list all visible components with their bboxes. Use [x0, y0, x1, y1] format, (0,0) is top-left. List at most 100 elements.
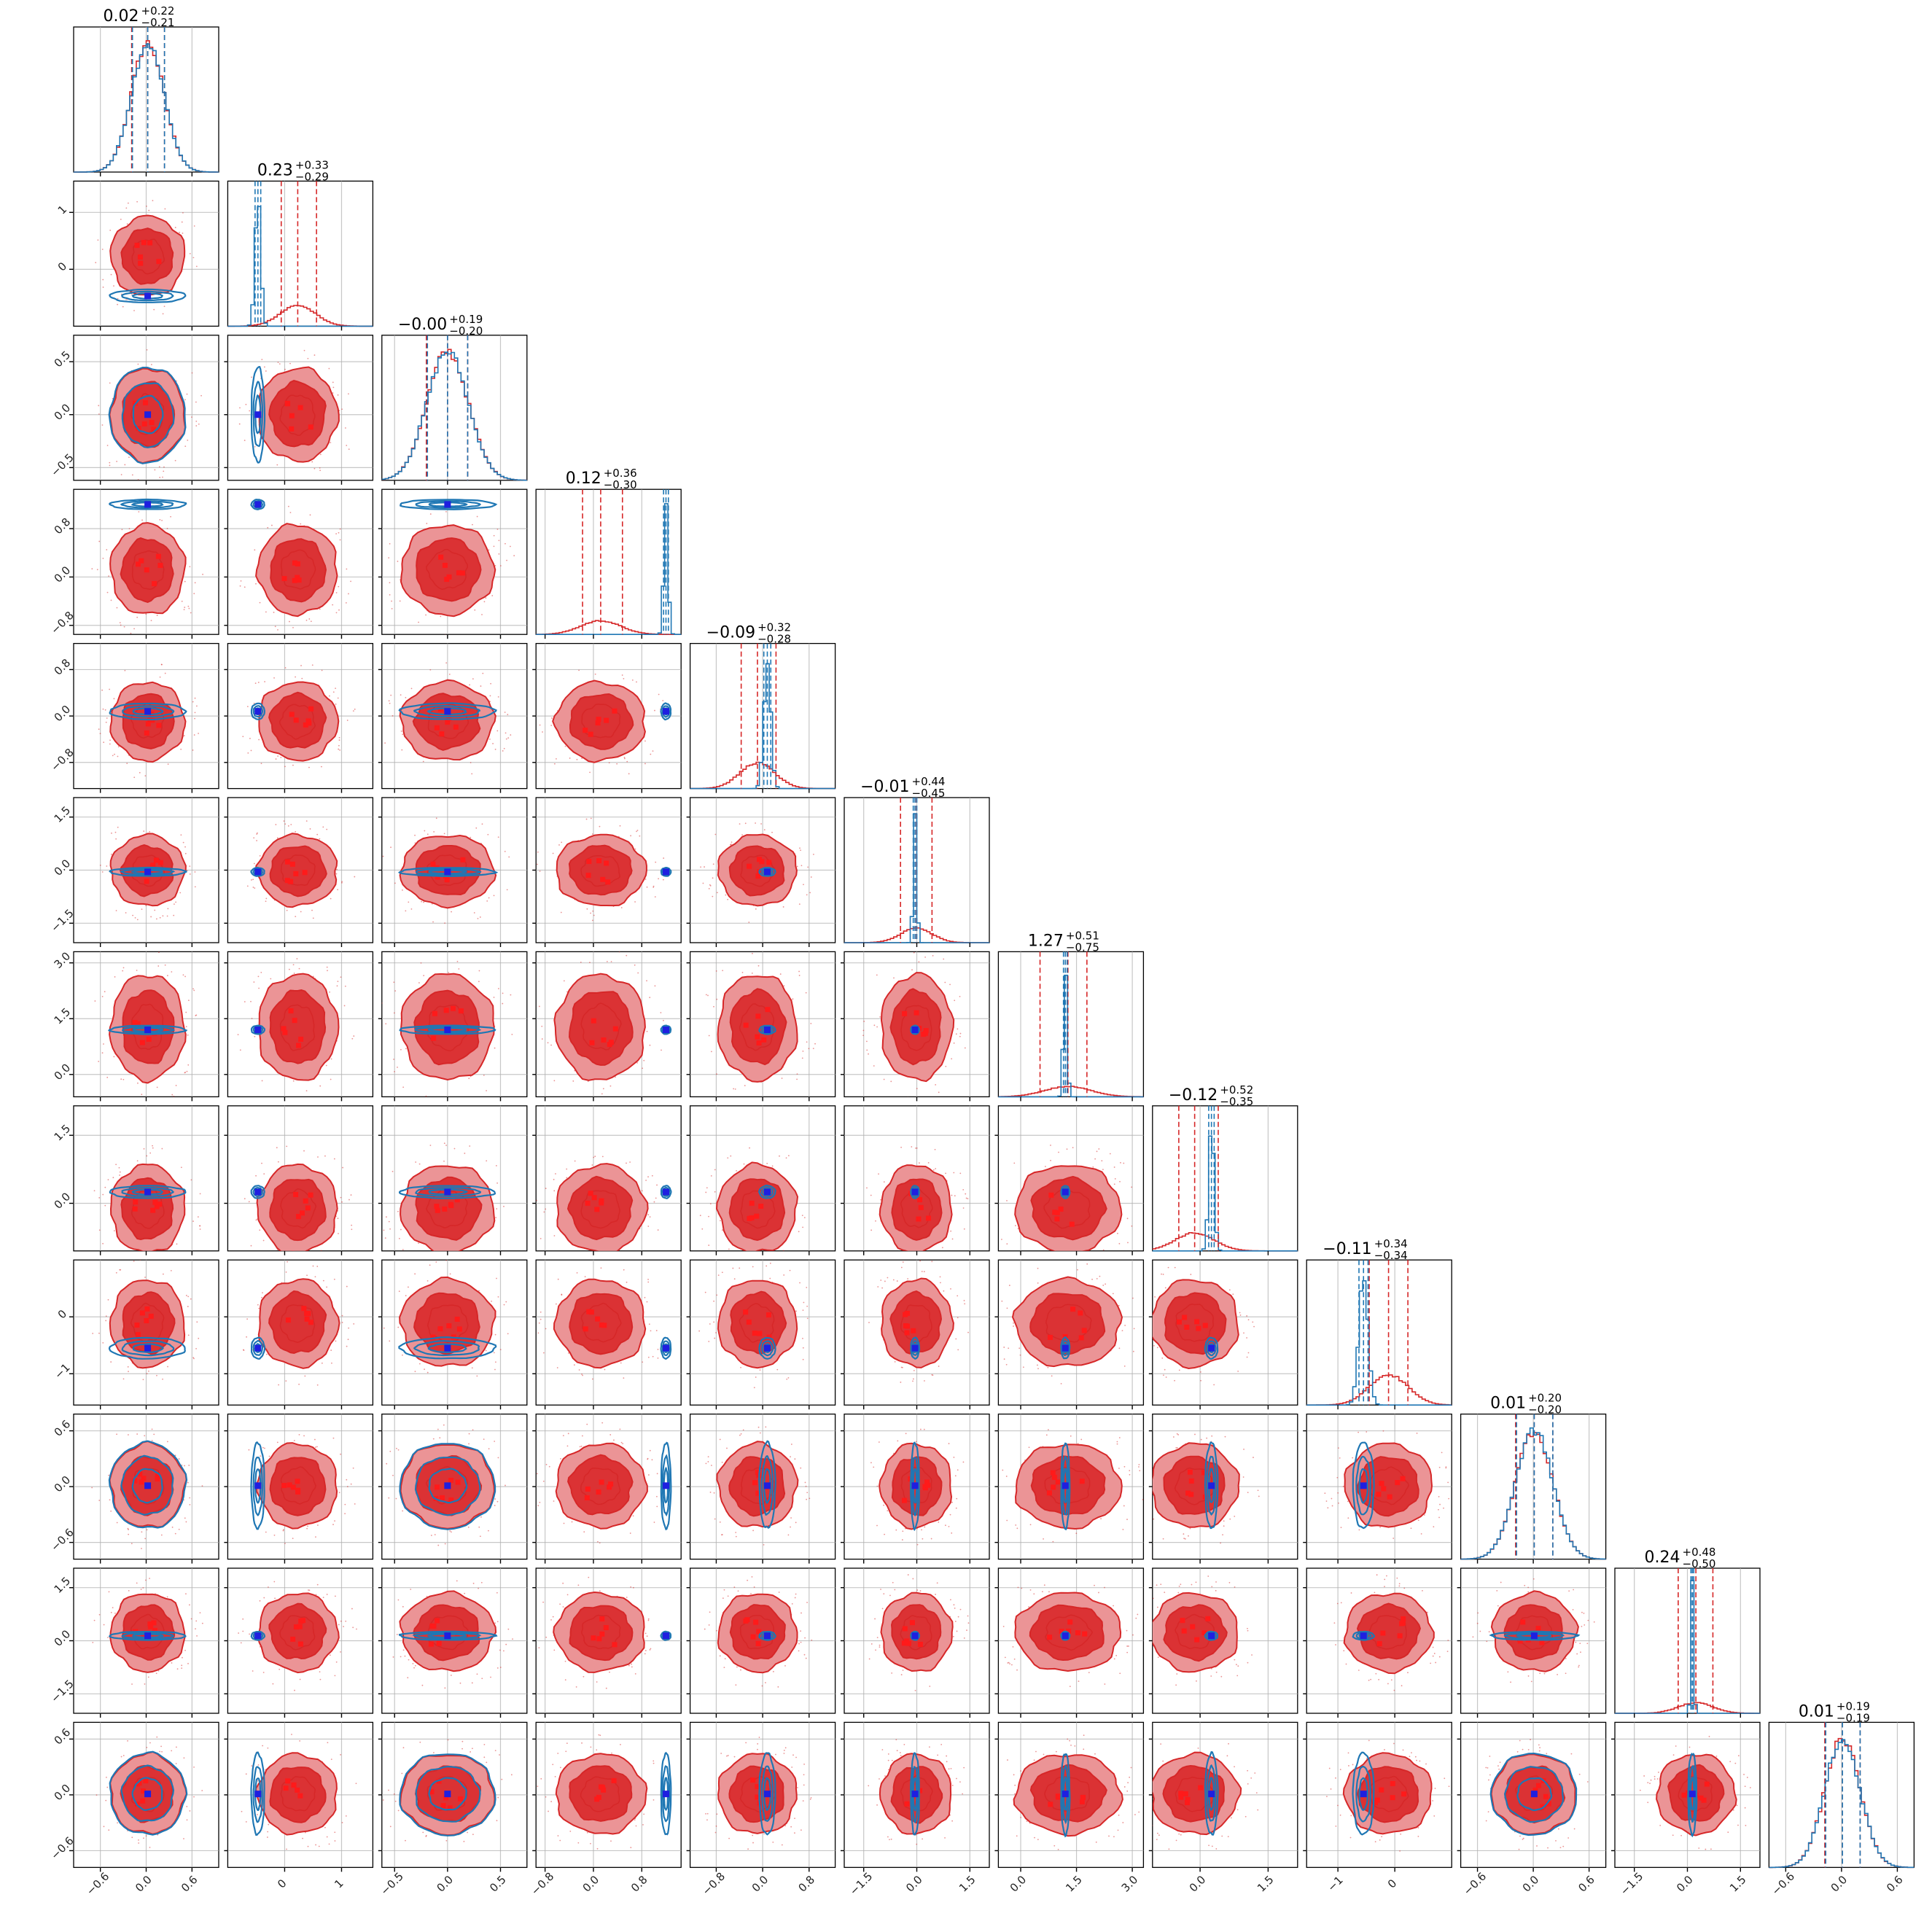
- sample-point: [432, 1438, 435, 1440]
- sample-point: [1434, 1788, 1436, 1789]
- sample-point: [1131, 1297, 1134, 1299]
- panel-title-plus: +0.36: [604, 467, 637, 480]
- sample-point: [563, 1522, 565, 1524]
- sample-point: [562, 1435, 564, 1437]
- blue-contour: [1358, 1468, 1368, 1504]
- contour-group: [705, 1426, 811, 1546]
- sample-point: [997, 1460, 998, 1462]
- sample-point: [1116, 1443, 1118, 1445]
- sample-point: [130, 632, 132, 634]
- sample-point: [916, 1088, 918, 1089]
- sample-point: [559, 1603, 561, 1605]
- blue-histogram: [1306, 1280, 1452, 1406]
- panel-title-plus: +0.33: [295, 158, 329, 171]
- sample-point: [153, 308, 155, 311]
- red-density-bin: [1078, 1310, 1083, 1316]
- sample-point: [1114, 1178, 1116, 1180]
- sample-point: [348, 393, 349, 395]
- sample-point: [1012, 1645, 1014, 1648]
- sample-point: [469, 1145, 471, 1147]
- red-density-bin: [583, 728, 588, 733]
- blue-contour: [121, 290, 174, 302]
- sample-point: [144, 1538, 147, 1540]
- contour-group: [536, 1422, 672, 1544]
- sample-point: [133, 776, 136, 779]
- sample-point: [149, 1742, 151, 1744]
- sample-point: [340, 1196, 342, 1199]
- sample-point: [396, 1447, 397, 1449]
- sample-point: [922, 1838, 923, 1840]
- sample-point: [138, 1839, 139, 1841]
- sample-point: [1557, 1674, 1558, 1675]
- sample-point: [655, 1330, 658, 1331]
- sample-point: [257, 682, 260, 683]
- sample-point: [1326, 1796, 1328, 1798]
- sample-point: [94, 1000, 96, 1002]
- sample-point: [311, 909, 313, 911]
- sample-point: [114, 753, 115, 755]
- x-tick-label: 1.5: [1727, 1873, 1749, 1895]
- sample-point: [1160, 1584, 1162, 1586]
- sample-point: [415, 1161, 417, 1163]
- red-density-bin: [917, 1197, 923, 1203]
- blue-contour: [1206, 1340, 1217, 1357]
- sample-point: [316, 1446, 318, 1448]
- blue-median-marker: [662, 1344, 669, 1352]
- sample-point: [319, 838, 321, 840]
- sample-point: [444, 1687, 446, 1689]
- sample-point: [601, 1093, 603, 1095]
- sample-point: [732, 1267, 734, 1269]
- contour-group: [1001, 1145, 1133, 1251]
- sample-point: [1096, 1150, 1098, 1153]
- sample-point: [308, 1589, 311, 1592]
- sample-point: [195, 425, 198, 426]
- sample-point: [106, 549, 108, 550]
- blue-contour: [121, 1187, 175, 1197]
- sample-point: [162, 915, 164, 917]
- red-density-bin: [134, 242, 140, 248]
- blue-median-marker: [662, 1027, 669, 1034]
- sample-point: [143, 830, 145, 832]
- red-density-bin: [283, 1785, 289, 1791]
- sample-point: [338, 1492, 340, 1494]
- sample-point: [292, 764, 294, 766]
- red-density-bin: [596, 717, 601, 722]
- sample-point: [1138, 1466, 1140, 1468]
- y-tick-label: 0.0: [52, 857, 74, 879]
- sample-point: [405, 1295, 407, 1297]
- sample-point: [1401, 1685, 1403, 1687]
- sample-point: [541, 1038, 543, 1040]
- sample-point: [241, 1810, 243, 1812]
- sample-point: [198, 733, 199, 734]
- sample-point: [479, 1535, 481, 1538]
- sample-point: [319, 467, 321, 469]
- blue-median-marker: [763, 1791, 771, 1798]
- sample-point: [1208, 1845, 1210, 1847]
- sample-point: [393, 981, 395, 983]
- sample-point: [303, 1150, 305, 1152]
- sample-point: [1123, 1365, 1126, 1367]
- red-density-bin: [295, 574, 300, 580]
- sample-point: [716, 1294, 718, 1296]
- sample-point: [418, 621, 419, 623]
- red-density-bin: [588, 731, 593, 737]
- sample-point: [1732, 1809, 1734, 1811]
- sample-point: [1393, 1689, 1395, 1691]
- sample-point: [1352, 1764, 1354, 1766]
- red-density-bin: [155, 1473, 160, 1479]
- sample-point: [1139, 1470, 1141, 1472]
- sample-point: [333, 1278, 335, 1280]
- sample-point: [1672, 1834, 1674, 1836]
- panel-r4-c4: 0.12 +0.36−0.30: [535, 467, 682, 639]
- blue-contour: [250, 1336, 266, 1360]
- sample-point: [1118, 1437, 1121, 1438]
- sample-point: [473, 912, 475, 914]
- red-density-bin: [1535, 1783, 1541, 1788]
- sample-point: [334, 1840, 336, 1842]
- red-density-bin: [1701, 1797, 1707, 1803]
- red-density-bin: [437, 706, 443, 712]
- sample-point: [497, 1296, 499, 1298]
- sample-point: [810, 1022, 812, 1024]
- sample-point: [892, 1581, 894, 1584]
- sample-point: [873, 1024, 876, 1027]
